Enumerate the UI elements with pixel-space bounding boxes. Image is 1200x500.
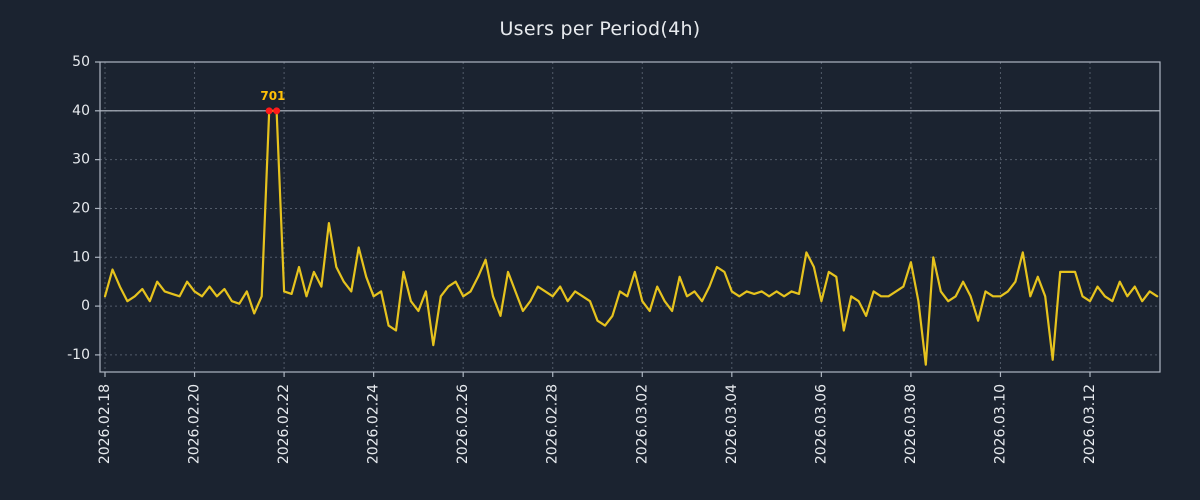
y-tick-label: 30 xyxy=(72,152,90,168)
y-tick-label: 20 xyxy=(72,200,90,216)
x-tick-label: 2026.02.18 xyxy=(97,384,113,464)
y-tick-label: 40 xyxy=(72,103,90,119)
x-tick-label: 2026.03.04 xyxy=(724,384,740,464)
x-tick-label: 2026.02.28 xyxy=(545,384,561,464)
peak-value-label: 701 xyxy=(260,89,285,103)
clip-marker xyxy=(265,107,273,115)
x-tick-label: 2026.03.08 xyxy=(903,384,919,464)
clip-marker xyxy=(273,107,281,115)
chart-title: Users per Period(4h) xyxy=(499,18,701,40)
x-tick-label: 2026.03.12 xyxy=(1082,384,1098,464)
x-tick-label: 2026.02.20 xyxy=(187,384,203,464)
y-tick-label: 10 xyxy=(72,249,90,265)
plot-border xyxy=(99,61,1161,373)
x-tick-label: 2026.03.02 xyxy=(634,384,650,464)
series-line xyxy=(103,109,1159,366)
y-tick-label: 50 xyxy=(72,54,90,70)
y-tick-label: 0 xyxy=(81,298,90,314)
x-tick-label: 2026.02.22 xyxy=(276,384,292,464)
x-tick-label: 2026.03.10 xyxy=(992,384,1008,464)
x-tick-label: 2026.03.06 xyxy=(813,384,829,464)
x-tick-label: 2026.02.26 xyxy=(455,384,471,464)
y-tick-label: -10 xyxy=(67,347,90,363)
x-tick-label: 2026.02.24 xyxy=(366,384,382,464)
